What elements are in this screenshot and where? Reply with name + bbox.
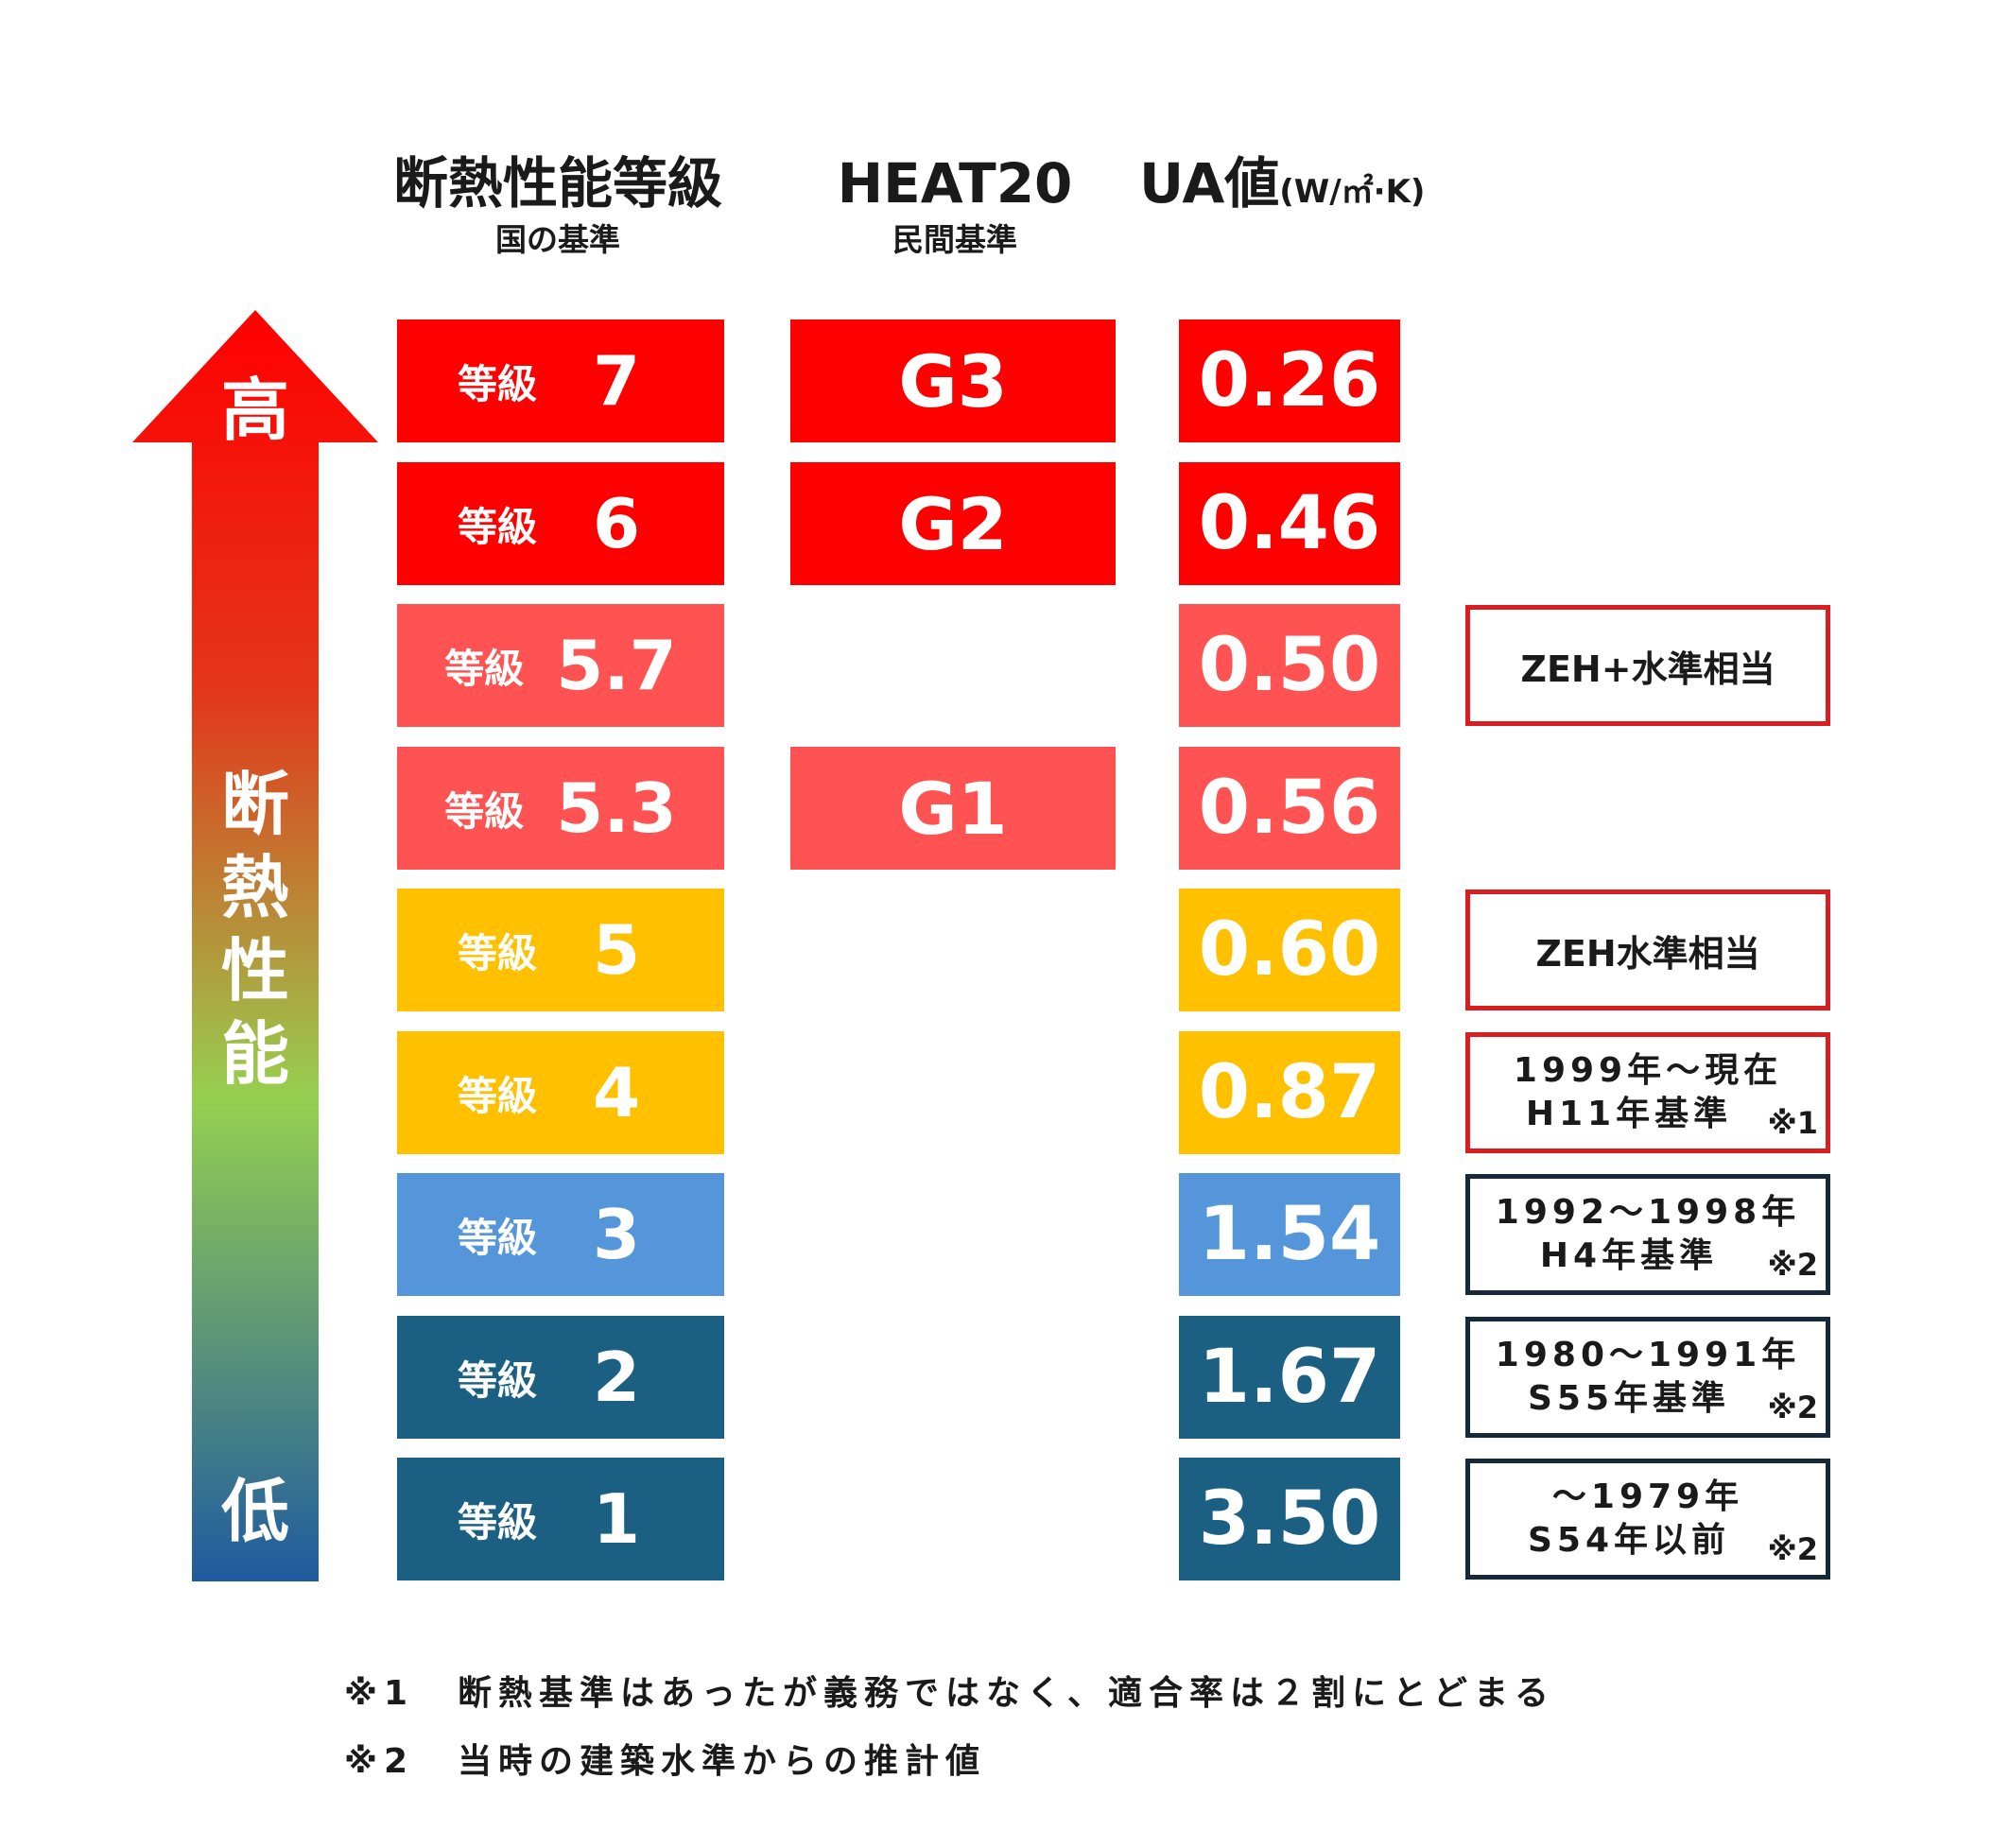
grade-number: 4 [592, 1053, 641, 1132]
ua-value-box: 0.26 [1179, 320, 1400, 442]
grade-box: 等級 6 [397, 462, 724, 585]
footnote-1-mark: ※1 [344, 1674, 415, 1713]
grade-label: 等級 [457, 360, 537, 407]
era-note-line: S55年基準 [1527, 1379, 1731, 1418]
grade-number: 1 [592, 1479, 641, 1559]
grade-box: 等級 5 [397, 889, 724, 1011]
ua-value-box: 0.46 [1179, 462, 1400, 585]
era-note-box: ZEH水準相当 [1465, 889, 1830, 1010]
grade-number: 5 [592, 910, 641, 990]
grade-number: 3 [592, 1195, 641, 1274]
ua-value-box: 3.50 [1179, 1458, 1400, 1580]
grade-box: 等級 7 [397, 320, 724, 442]
era-note-line: ZEH水準相当 [1535, 932, 1760, 975]
grade-box: 等級 4 [397, 1031, 724, 1154]
grade-number: 7 [592, 341, 641, 421]
era-note-box: 1999年～現在 H11年基準 ※1 [1465, 1032, 1830, 1153]
grade-label: 等級 [457, 929, 537, 976]
era-note-line: 1980～1991年 [1495, 1336, 1801, 1374]
grade-label: 等級 [457, 503, 537, 550]
arrow-middle-label-4: 能 [220, 1014, 289, 1094]
ua-unit: (W/㎡·K) [1279, 173, 1426, 211]
ua-value-box: 0.60 [1179, 889, 1400, 1011]
ua-value-box: 1.54 [1179, 1173, 1400, 1296]
ua-column-title: UA値(W/㎡·K) [1139, 156, 1425, 211]
grade-label: 等級 [457, 1498, 537, 1546]
era-note-line: 1999年～現在 [1513, 1051, 1783, 1090]
era-note-box: ～1979年 S54年以前 ※2 [1465, 1459, 1830, 1580]
arrow-middle-label-1: 断 [220, 765, 289, 844]
era-note-line: 1992～1998年 [1495, 1193, 1801, 1232]
era-note-line: ZEH+水準相当 [1520, 648, 1775, 690]
era-note-mark: ※2 [1767, 1390, 1818, 1425]
grade-label: 等級 [457, 1356, 537, 1404]
grade-box: 等級 5.3 [397, 747, 724, 870]
heat20-column-title: HEAT20 [837, 151, 1073, 216]
era-note-box: ZEH+水準相当 [1465, 605, 1830, 726]
era-note-mark: ※1 [1767, 1105, 1818, 1141]
grade-label: 等級 [444, 787, 525, 835]
grade-number: 5.3 [556, 769, 677, 848]
ua-value-box: 0.87 [1179, 1031, 1400, 1154]
arrow-low-label: 低 [220, 1472, 289, 1551]
grade-column-title: 断熱性能等級 [392, 151, 722, 216]
ua-value-box: 0.50 [1179, 604, 1400, 727]
grade-box: 等級 5.7 [397, 604, 724, 727]
ua-title-text: UA値 [1139, 151, 1280, 216]
heat20-box: G3 [790, 320, 1116, 442]
era-note-line: S54年以前 [1527, 1521, 1731, 1560]
grade-number: 5.7 [556, 626, 677, 705]
grade-label: 等級 [457, 1214, 537, 1261]
grade-number: 6 [592, 484, 641, 563]
grade-box: 等級 3 [397, 1173, 724, 1296]
era-note-line: ～1979年 [1551, 1477, 1744, 1516]
grade-label: 等級 [444, 645, 525, 692]
grade-column-subtitle: 国の基準 [495, 221, 620, 258]
performance-arrow [132, 310, 378, 1581]
era-note-box: 1992～1998年 H4年基準 ※2 [1465, 1174, 1830, 1295]
ua-value-box: 1.67 [1179, 1316, 1400, 1439]
footnote-2-mark: ※2 [344, 1742, 415, 1781]
grade-label: 等級 [457, 1072, 537, 1119]
grade-number: 2 [592, 1338, 641, 1417]
era-note-box: 1980～1991年 S55年基準 ※2 [1465, 1317, 1830, 1438]
footnote-2-text: 当時の建築水準からの推計値 [458, 1742, 987, 1781]
era-note-mark: ※2 [1767, 1247, 1818, 1283]
arrow-middle-label-3: 性 [220, 931, 289, 1010]
heat20-box: G1 [790, 747, 1116, 870]
heat20-box: G2 [790, 462, 1116, 585]
footnote-1: ※1 断熱基準はあったが義務ではなく、適合率は２割にとどまる [344, 1666, 1555, 1715]
era-note-mark: ※2 [1767, 1531, 1818, 1567]
footnote-1-text: 断熱基準はあったが義務ではなく、適合率は２割にとどまる [458, 1674, 1556, 1713]
era-note-line: H4年基準 [1539, 1236, 1719, 1275]
ua-value-box: 0.56 [1179, 747, 1400, 870]
arrow-middle-label-2: 熱 [220, 848, 289, 927]
heat20-column-subtitle: 民間基準 [892, 221, 1017, 258]
grade-box: 等級 2 [397, 1316, 724, 1439]
arrow-high-label: 高 [220, 371, 289, 450]
footnote-2: ※2 当時の建築水準からの推計値 [344, 1734, 986, 1783]
era-note-line: H11年基準 [1525, 1095, 1733, 1133]
grade-box: 等級 1 [397, 1458, 724, 1580]
